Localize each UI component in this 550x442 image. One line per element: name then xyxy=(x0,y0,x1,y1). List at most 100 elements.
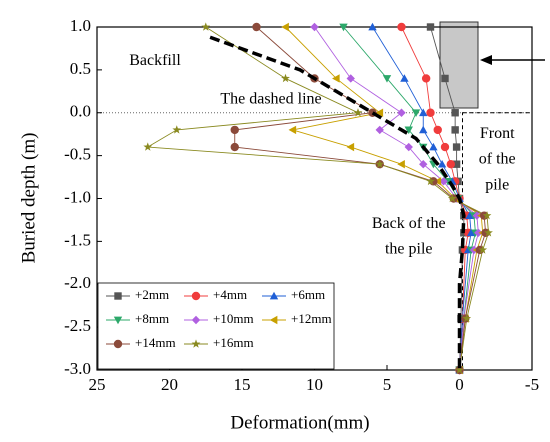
legend-marker xyxy=(191,315,201,325)
data-point xyxy=(484,228,493,237)
data-point xyxy=(426,108,435,117)
legend-label: +14mm xyxy=(135,335,176,350)
data-point xyxy=(397,108,406,117)
data-point xyxy=(252,22,261,32)
data-point xyxy=(472,211,482,220)
y-axis-label: Buried depth (m) xyxy=(18,133,39,264)
data-point xyxy=(426,176,435,186)
data-point xyxy=(288,125,297,135)
data-point xyxy=(433,125,442,135)
data-point xyxy=(339,23,348,32)
data-point xyxy=(397,22,406,32)
x-tick-label: 15 xyxy=(234,375,251,394)
data-point xyxy=(382,75,392,83)
data-point xyxy=(451,109,459,117)
annotation: of the xyxy=(479,151,516,168)
data-point xyxy=(419,160,428,169)
data-point xyxy=(451,126,459,134)
legend-marker xyxy=(113,316,123,325)
legend-marker xyxy=(113,339,123,349)
data-point xyxy=(419,108,428,117)
annotation: Front xyxy=(480,125,515,142)
data-point xyxy=(172,125,182,134)
data-point xyxy=(375,108,384,117)
data-point xyxy=(419,125,428,134)
data-point xyxy=(474,228,483,237)
x-tick-label: 25 xyxy=(89,375,106,394)
annotation: The dashed line xyxy=(220,91,321,108)
data-point xyxy=(281,73,290,83)
y-tick-label: -1.0 xyxy=(64,187,91,206)
legend-label: +16mm xyxy=(213,335,254,350)
load-arrowhead xyxy=(480,55,492,65)
data-point xyxy=(346,74,355,83)
y-tick-label: -3.0 xyxy=(64,359,91,378)
y-tick-label: -2.0 xyxy=(64,273,91,292)
legend-label: +2mm xyxy=(135,287,169,302)
data-point xyxy=(404,142,413,152)
y-tick-label: 0.5 xyxy=(70,59,91,78)
data-point xyxy=(404,126,413,135)
data-point xyxy=(426,23,435,31)
data-point xyxy=(437,160,447,168)
data-point xyxy=(482,211,492,220)
x-tick-label: 10 xyxy=(306,375,323,394)
data-point xyxy=(332,74,340,83)
x-tick-label: -5 xyxy=(525,375,539,394)
data-point xyxy=(421,74,431,83)
data-point xyxy=(465,211,474,220)
x-tick-label: 5 xyxy=(383,375,392,394)
legend-label: +6mm xyxy=(291,287,325,302)
data-point xyxy=(400,74,409,82)
legend-marker xyxy=(269,291,279,300)
legend-marker xyxy=(269,315,278,325)
data-point xyxy=(353,108,363,117)
data-point xyxy=(310,22,319,32)
data-point xyxy=(201,22,211,31)
legend-marker xyxy=(191,339,201,348)
data-point xyxy=(478,245,488,254)
data-point xyxy=(455,365,464,374)
y-tick-label: 1.0 xyxy=(70,16,91,35)
annotation: Backfill xyxy=(129,52,181,69)
data-point xyxy=(447,193,457,203)
data-point xyxy=(375,159,385,168)
data-point xyxy=(441,74,449,83)
y-tick-label: 0.0 xyxy=(70,102,91,121)
y-tick-label: -2.5 xyxy=(64,316,91,335)
data-point xyxy=(452,143,461,151)
data-point xyxy=(281,22,289,32)
x-tick-label: 0 xyxy=(455,375,464,394)
data-point xyxy=(230,142,239,152)
legend-marker xyxy=(114,292,122,300)
data-point xyxy=(466,228,476,237)
legend-label: +8mm xyxy=(135,311,169,326)
data-point xyxy=(397,160,405,169)
data-point xyxy=(411,109,421,117)
x-axis-label: Deformation(mm) xyxy=(230,412,369,433)
legend-marker xyxy=(191,291,201,301)
data-point xyxy=(429,142,438,151)
data-point xyxy=(446,160,455,169)
y-tick-label: -1.5 xyxy=(64,230,91,249)
legend-label: +10mm xyxy=(213,311,254,326)
legend-box xyxy=(97,282,335,370)
dashed-envelope xyxy=(209,35,466,370)
data-point xyxy=(452,160,461,168)
annotation: pile xyxy=(485,176,509,193)
annotation: the pile xyxy=(385,241,433,258)
data-point xyxy=(368,22,377,31)
x-tick-label: 20 xyxy=(161,375,178,394)
data-point xyxy=(375,125,384,135)
pile xyxy=(439,21,479,109)
legend-label: +12mm xyxy=(291,311,332,326)
annotation: Back of the xyxy=(372,215,446,232)
data-point xyxy=(462,313,472,323)
data-point xyxy=(230,125,239,135)
data-point xyxy=(439,177,448,186)
data-point xyxy=(143,142,153,151)
y-tick-label: -0.5 xyxy=(64,145,91,164)
legend-label: +4mm xyxy=(213,287,247,302)
data-point xyxy=(440,142,450,152)
